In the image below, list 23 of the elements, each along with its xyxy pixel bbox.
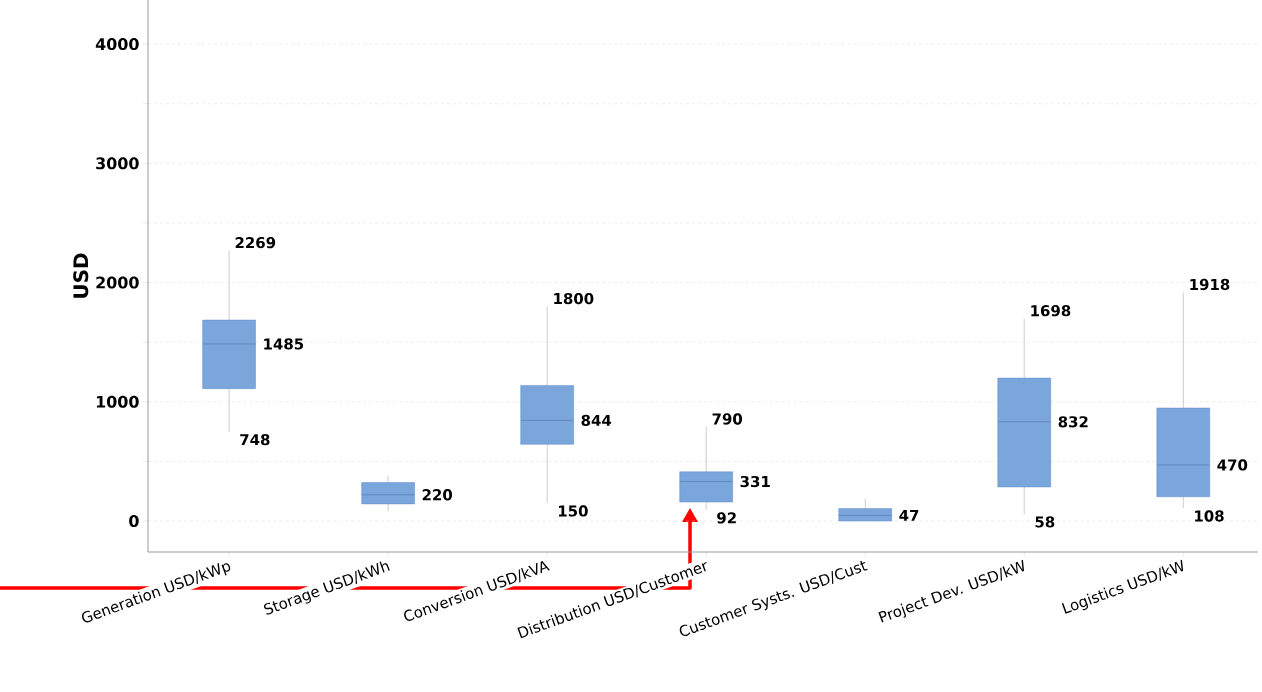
annotation: 1485 — [264, 338, 304, 350]
annotation: 832 — [1058, 416, 1088, 428]
annotation: 1698 — [1031, 305, 1071, 317]
y-axis-title: USD — [73, 253, 89, 298]
annotation: 790 — [712, 413, 743, 425]
annotation: 150 — [558, 505, 588, 517]
annotation: 1918 — [1190, 278, 1230, 291]
annotation: 470 — [1217, 459, 1248, 471]
annotation: 1800 — [554, 292, 594, 305]
y-tick-label: 0 — [129, 514, 139, 528]
annotation: 331 — [740, 475, 770, 488]
annotation: 47 — [899, 509, 919, 521]
annotation: 844 — [581, 414, 612, 427]
y-tick-label: 4000 — [95, 38, 139, 51]
annotation: 108 — [1195, 510, 1224, 522]
annotation: 58 — [1035, 516, 1055, 528]
annotation: 2269 — [235, 236, 276, 249]
y-tick-label: 3000 — [96, 157, 139, 170]
y-tick-label: 2000 — [96, 276, 139, 289]
y-tick-label: 1000 — [96, 395, 139, 408]
annotation: 220 — [422, 489, 453, 501]
annotation: 92 — [717, 512, 736, 524]
annotation: 748 — [240, 434, 270, 446]
